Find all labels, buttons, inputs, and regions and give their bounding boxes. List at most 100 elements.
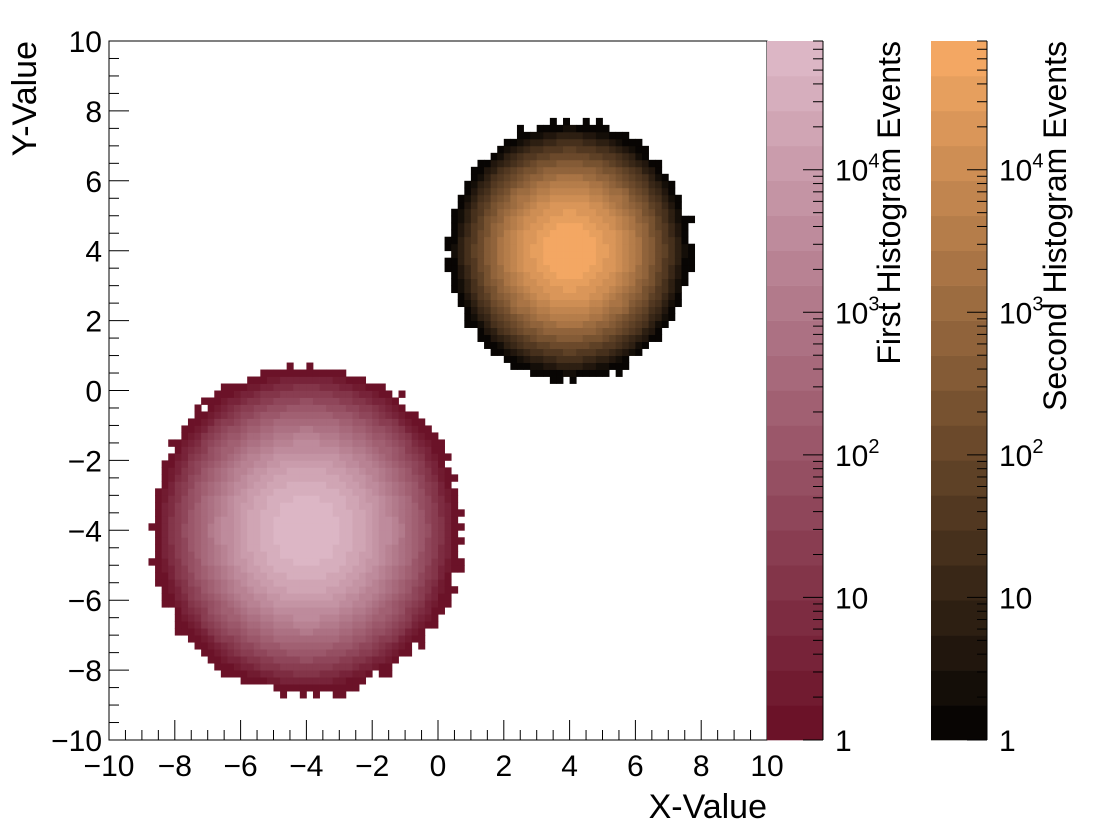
- heatmap-cell: [661, 215, 669, 224]
- heatmap-cell: [273, 565, 281, 573]
- heatmap-cell: [602, 222, 610, 231]
- heatmap-cell: [312, 509, 320, 517]
- heatmap-cell: [293, 369, 301, 377]
- heatmap-cell: [648, 257, 656, 266]
- heatmap-cell: [273, 663, 281, 671]
- heatmap-cell: [194, 607, 202, 615]
- heatmap-cell: [365, 425, 373, 433]
- heatmap-cell: [516, 229, 524, 238]
- heatmap-cell: [286, 488, 294, 496]
- heatmap-cell: [444, 236, 452, 245]
- heatmap-cell: [609, 194, 617, 203]
- heatmap-cell: [641, 243, 649, 252]
- heatmap-cell: [497, 222, 505, 231]
- heatmap-cell: [227, 523, 235, 531]
- heatmap-cell: [628, 138, 636, 147]
- heatmap-cell: [563, 348, 570, 356]
- heatmap-cell: [319, 404, 327, 412]
- heatmap-cell: [352, 439, 360, 447]
- heatmap-cell: [641, 271, 649, 280]
- heatmap-cell: [424, 432, 432, 440]
- heatmap-cell: [201, 558, 209, 566]
- heatmap-cell: [431, 558, 439, 566]
- heatmap-cell: [385, 558, 393, 566]
- heatmap-cell: [391, 453, 399, 461]
- heatmap-cell: [207, 544, 215, 552]
- heatmap-cell: [326, 586, 334, 594]
- heatmap-cell: [635, 173, 643, 182]
- heatmap-cell: [484, 229, 492, 238]
- heatmap-cell: [438, 439, 445, 447]
- heatmap-cell: [470, 166, 478, 175]
- heatmap-cell: [595, 327, 603, 335]
- heatmap-cell: [576, 320, 584, 328]
- heatmap-cell: [398, 502, 406, 510]
- heatmap-cell: [339, 670, 347, 678]
- heatmap-cell: [332, 425, 340, 433]
- heatmap-cell: [207, 418, 215, 426]
- heatmap-cell: [438, 446, 445, 454]
- heatmap-cell: [563, 362, 570, 370]
- heatmap-cell: [168, 488, 176, 496]
- heatmap-cell: [332, 642, 340, 650]
- heatmap-cell: [589, 201, 597, 210]
- heatmap-cell: [451, 502, 459, 510]
- heatmap-cell: [332, 586, 340, 594]
- heatmap-cell: [628, 236, 636, 245]
- heatmap-cell: [227, 509, 235, 517]
- heatmap-cell: [214, 572, 222, 580]
- heatmap-cell: [490, 348, 498, 356]
- heatmap-cell: [339, 376, 347, 384]
- heatmap-cell: [352, 558, 360, 566]
- heatmap-cell: [444, 495, 452, 503]
- heatmap-cell: [477, 313, 485, 321]
- heatmap-cell: [543, 285, 551, 294]
- heatmap-cell: [477, 222, 485, 231]
- heatmap-cell: [306, 537, 314, 545]
- heatmap-cell: [174, 502, 182, 510]
- heatmap-cell: [490, 187, 498, 196]
- heatmap-cell: [260, 565, 268, 573]
- heatmap-cell: [405, 614, 413, 622]
- heatmap-cell: [543, 348, 551, 356]
- heatmap-cell: [595, 222, 603, 231]
- heatmap-cell: [207, 404, 215, 412]
- heatmap-cell: [306, 376, 314, 384]
- colorbar-segment: [767, 705, 823, 741]
- heatmap-cell: [299, 383, 307, 391]
- heatmap-cell: [576, 341, 584, 349]
- heatmap-cell: [378, 572, 386, 580]
- heatmap-cell: [543, 201, 551, 210]
- heatmap-cell: [457, 537, 465, 545]
- heatmap-cell: [431, 565, 439, 573]
- heatmap-cell: [201, 614, 209, 622]
- heatmap-cell: [378, 481, 386, 489]
- heatmap-cell: [411, 502, 419, 510]
- heatmap-cell: [352, 614, 360, 622]
- heatmap-cell: [378, 593, 386, 601]
- heatmap-cell: [312, 677, 320, 685]
- heatmap-cell: [477, 159, 485, 168]
- heatmap-cell: [273, 642, 281, 650]
- heatmap-cell: [563, 320, 570, 328]
- heatmap-cell: [312, 691, 320, 699]
- heatmap-cell: [365, 572, 373, 580]
- heatmap-cell: [372, 390, 380, 398]
- heatmap-cell: [595, 124, 603, 133]
- heatmap-cell: [477, 334, 485, 342]
- heatmap-cell: [411, 516, 419, 524]
- heatmap-cell: [556, 348, 564, 356]
- heatmap-cell: [352, 600, 360, 608]
- heatmap-cell: [201, 474, 209, 482]
- heatmap-cell: [589, 208, 597, 217]
- heatmap-cell: [266, 446, 274, 454]
- heatmap-cell: [312, 439, 320, 447]
- heatmap-cell: [411, 593, 419, 601]
- heatmap-cell: [490, 264, 498, 273]
- heatmap-cell: [451, 264, 459, 273]
- heatmap-cell: [293, 677, 301, 685]
- heatmap-cell: [516, 257, 524, 266]
- heatmap-cell: [332, 530, 340, 538]
- heatmap-cell: [602, 187, 610, 196]
